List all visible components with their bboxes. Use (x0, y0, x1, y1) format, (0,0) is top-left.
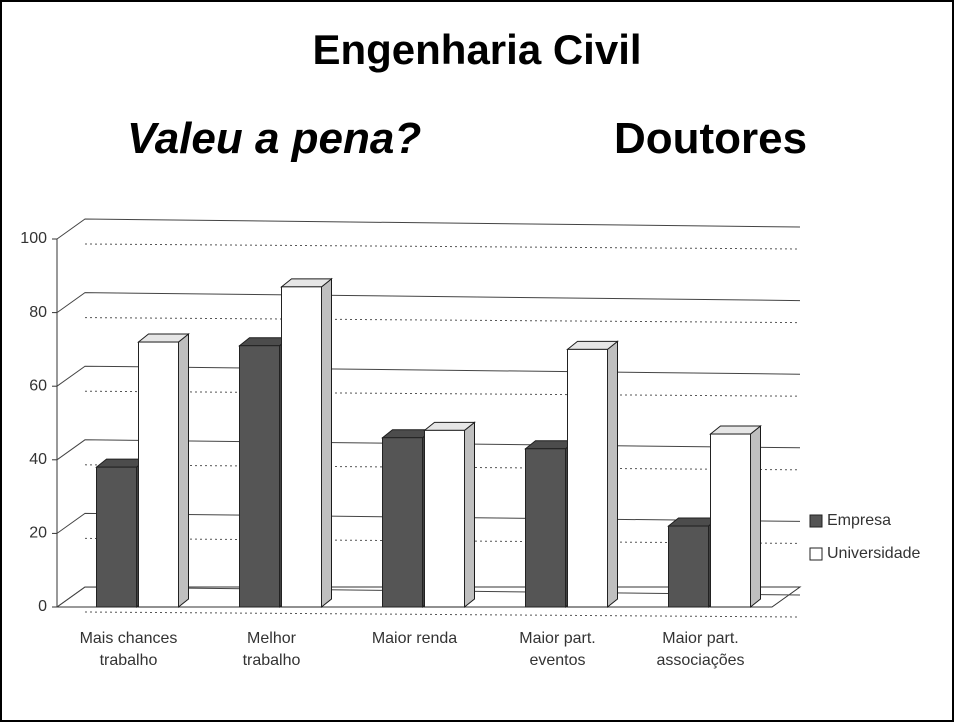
y-tick-label: 20 (29, 525, 47, 542)
grid-line-dotted (84, 611, 801, 618)
grid-line-dotted (84, 464, 801, 471)
legend-label: Universidade (827, 545, 920, 562)
bar (710, 433, 751, 608)
bar (525, 448, 566, 608)
grid-line (56, 218, 801, 240)
x-tick-label: Maior part. eventos (519, 630, 596, 669)
y-tick-label: 0 (38, 598, 47, 615)
bar (382, 437, 423, 608)
y-tick-label: 100 (20, 230, 47, 247)
y-tick-label: 60 (29, 377, 47, 394)
x-tick-label: Mais chances trabalho (79, 630, 178, 669)
bar-side (178, 332, 189, 609)
x-tick-label: Maior renda (371, 630, 458, 647)
bar-side (321, 277, 332, 609)
grid-line-dotted (84, 317, 801, 324)
x-tick-label: Maior part. associações (656, 630, 745, 669)
bar (138, 341, 179, 608)
bar-side (607, 340, 618, 609)
bar (281, 286, 322, 608)
bar-side (464, 421, 475, 609)
bar (96, 466, 137, 608)
bar (424, 429, 465, 608)
grid-line-dotted (84, 243, 801, 250)
bar (567, 348, 608, 608)
bar (668, 525, 709, 608)
legend-label: Empresa (827, 512, 891, 529)
grid-line (56, 365, 801, 387)
legend-swatch (809, 547, 823, 561)
chart-title: Engenharia Civil (312, 26, 642, 73)
legend-swatch (809, 514, 823, 528)
grid-line-dotted (84, 390, 801, 397)
bar-side (750, 424, 761, 609)
subtitle-right: Doutores (614, 114, 808, 163)
y-tick-label: 80 (29, 304, 47, 321)
x-tick-label: Melhor trabalho (242, 630, 301, 669)
grid-line (56, 292, 801, 314)
bar (239, 345, 280, 608)
subtitle: Valeu a pena? (127, 114, 422, 163)
y-tick-label: 40 (29, 451, 47, 468)
